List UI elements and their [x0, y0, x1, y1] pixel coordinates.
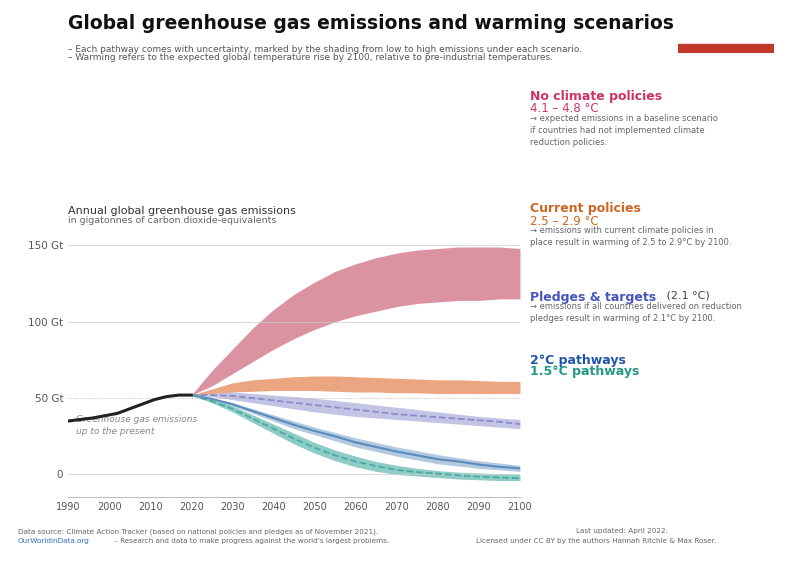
Text: OurWorldinData.org: OurWorldinData.org	[18, 538, 90, 544]
Text: No climate policies: No climate policies	[530, 90, 662, 103]
Text: in gigatonnes of carbon dioxide-equivalents: in gigatonnes of carbon dioxide-equivale…	[68, 216, 276, 225]
Text: Data source: Climate Action Tracker (based on national policies and pledges as o: Data source: Climate Action Tracker (bas…	[18, 528, 378, 535]
Text: Current policies: Current policies	[530, 202, 641, 215]
Text: Global greenhouse gas emissions and warming scenarios: Global greenhouse gas emissions and warm…	[68, 14, 674, 33]
Text: Greenhouse gas emissions
up to the present: Greenhouse gas emissions up to the prese…	[76, 415, 198, 436]
Text: Last updated: April 2022.: Last updated: April 2022.	[576, 528, 668, 534]
Text: 1.5°C pathways: 1.5°C pathways	[530, 365, 639, 378]
Text: Pledges & targets: Pledges & targets	[530, 291, 656, 303]
Bar	[678, 44, 774, 53]
Text: Our World: Our World	[697, 15, 756, 25]
Text: in Data: in Data	[705, 25, 748, 35]
Text: → emissions if all countries delivered on reduction
pledges result in warming of: → emissions if all countries delivered o…	[530, 302, 742, 323]
Text: → emissions with current climate policies in
place result in warming of 2.5 to 2: → emissions with current climate policie…	[530, 226, 731, 247]
Text: (2.1 °C): (2.1 °C)	[663, 291, 710, 301]
Text: 2°C pathways: 2°C pathways	[530, 354, 626, 367]
Text: – Research and data to make progress against the world's largest problems.: – Research and data to make progress aga…	[112, 538, 389, 544]
Text: Licensed under CC BY by the authors Hannah Ritchie & Max Roser.: Licensed under CC BY by the authors Hann…	[476, 538, 716, 544]
Text: → expected emissions in a baseline scenario
if countries had not implemented cli: → expected emissions in a baseline scena…	[530, 114, 718, 147]
Text: – Warming refers to the expected global temperature rise by 2100, relative to pr: – Warming refers to the expected global …	[68, 53, 553, 62]
Text: – Each pathway comes with uncertainty, marked by the shading from low to high em: – Each pathway comes with uncertainty, m…	[68, 45, 582, 54]
Text: Annual global greenhouse gas emissions: Annual global greenhouse gas emissions	[68, 206, 296, 216]
Text: 4.1 – 4.8 °C: 4.1 – 4.8 °C	[530, 102, 598, 115]
Text: 2.5 – 2.9 °C: 2.5 – 2.9 °C	[530, 215, 598, 228]
